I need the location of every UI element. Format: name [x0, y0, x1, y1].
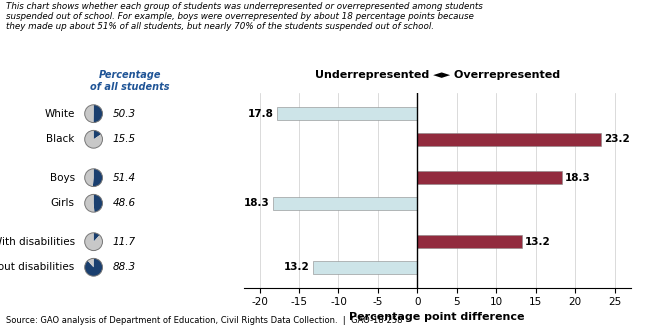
Bar — [273, 197, 417, 210]
Wedge shape — [94, 233, 99, 242]
Text: 51.4: 51.4 — [112, 173, 136, 183]
Text: Underrepresented ◄► Overrepresented: Underrepresented ◄► Overrepresented — [315, 70, 560, 79]
Wedge shape — [84, 130, 103, 148]
Text: 15.5: 15.5 — [112, 134, 136, 144]
Bar — [417, 133, 601, 146]
Wedge shape — [88, 258, 94, 267]
Bar — [313, 261, 417, 274]
Wedge shape — [84, 258, 103, 276]
Text: With disabilities: With disabilities — [0, 237, 75, 247]
Text: This chart shows whether each group of students was underrepresented or overrepr: This chart shows whether each group of s… — [6, 2, 483, 31]
Text: Boys: Boys — [49, 173, 75, 183]
Text: 18.3: 18.3 — [565, 173, 591, 183]
Text: 13.2: 13.2 — [525, 237, 551, 247]
Text: 17.8: 17.8 — [248, 109, 274, 119]
Text: 88.3: 88.3 — [112, 262, 136, 272]
Text: 11.7: 11.7 — [112, 237, 136, 247]
Wedge shape — [84, 233, 103, 250]
Text: 50.3: 50.3 — [112, 109, 136, 119]
Text: Without disabilities: Without disabilities — [0, 262, 75, 272]
Bar — [277, 107, 417, 120]
Text: 18.3: 18.3 — [244, 198, 270, 208]
Text: Girls: Girls — [51, 198, 75, 208]
Wedge shape — [84, 169, 94, 186]
Bar — [417, 235, 521, 248]
Bar — [417, 171, 562, 184]
Wedge shape — [94, 130, 101, 139]
Text: Percentage
of all students: Percentage of all students — [90, 70, 170, 92]
Text: White: White — [44, 109, 75, 119]
Wedge shape — [84, 194, 94, 212]
Text: 48.6: 48.6 — [112, 198, 136, 208]
Wedge shape — [94, 194, 103, 212]
X-axis label: Percentage point difference: Percentage point difference — [350, 312, 525, 322]
Text: Black: Black — [46, 134, 75, 144]
Text: Source: GAO analysis of Department of Education, Civil Rights Data Collection.  : Source: GAO analysis of Department of Ed… — [6, 316, 403, 325]
Wedge shape — [84, 105, 94, 123]
Text: 23.2: 23.2 — [604, 134, 629, 144]
Wedge shape — [93, 169, 103, 187]
Text: 13.2: 13.2 — [284, 262, 310, 272]
Wedge shape — [94, 105, 103, 123]
